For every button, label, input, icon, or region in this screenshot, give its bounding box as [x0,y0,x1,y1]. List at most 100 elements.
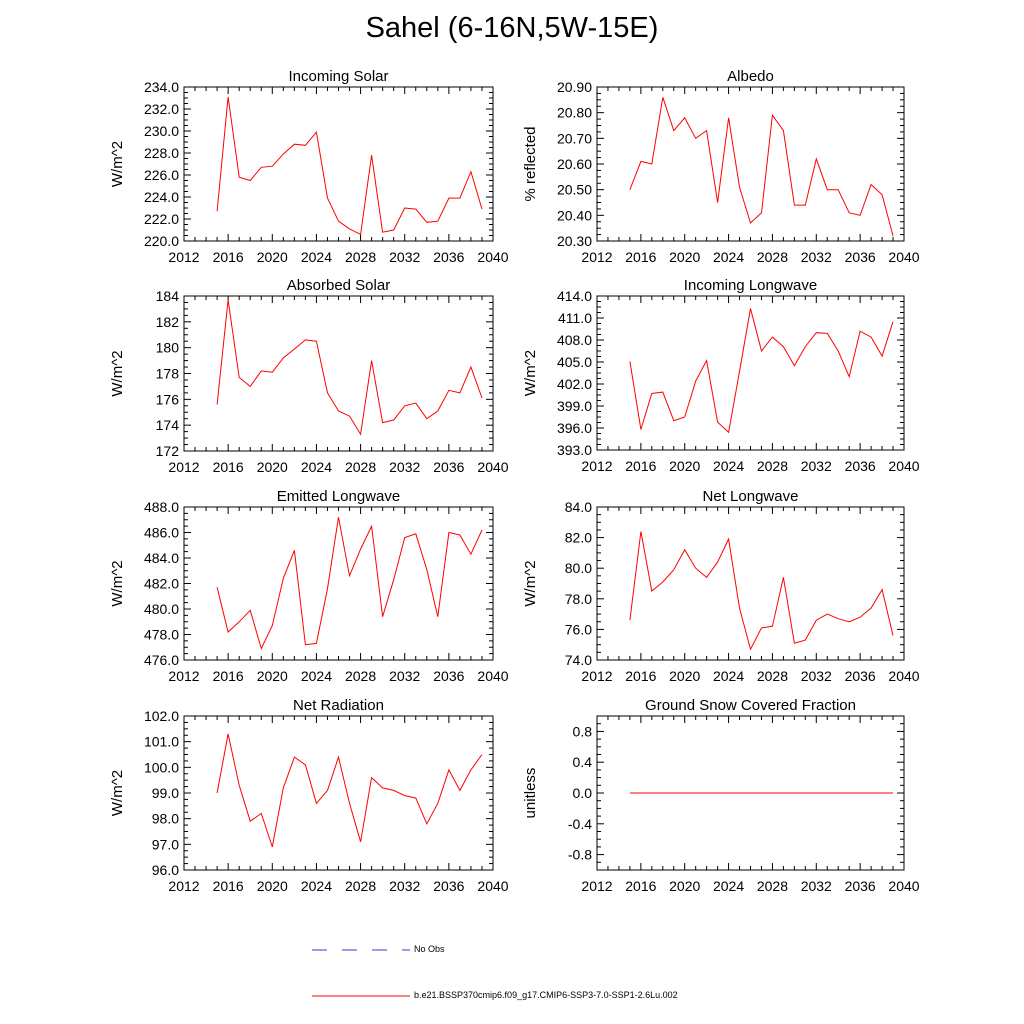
chart-absorbed-solar-ytick-label: 174 [156,417,180,433]
chart-incoming-solar-xtick-label: 2028 [345,249,376,265]
chart-emitted-longwave-ytick-label: 478.0 [144,627,179,643]
chart-net-longwave: Net Longwave W/m^2 2012 2016 2020 2024 2028 203… [522,488,920,684]
chart-absorbed-solar-frame [183,295,494,452]
chart-albedo-series-line [629,97,894,237]
chart-absorbed-solar-series-line [216,299,483,436]
chart-emitted-longwave-xtick-label: 2020 [257,668,288,684]
chart-absorbed-solar-xtick-label: 2012 [168,459,199,475]
chart-absorbed-solar-ytick-label: 184 [156,288,180,304]
chart-incoming-solar-xtick-label: 2016 [213,249,244,265]
chart-net-radiation-ytick-label: 100.0 [144,759,179,775]
chart-net-longwave-xtick-label: 2036 [845,668,876,684]
chart-incoming-solar-xtick-label: 2032 [389,249,420,265]
chart-emitted-longwave-title: Emitted Longwave [277,488,400,505]
chart-emitted-longwave-xtick-label: 2036 [433,668,464,684]
chart-ground-snow-covered-fraction-xtick-label: 2032 [801,878,832,894]
chart-incoming-longwave-xtick-label: 2024 [713,458,744,474]
chart-absorbed-solar-title: Absorbed Solar [287,277,390,294]
chart-incoming-longwave-ytick-label: 399.0 [557,398,592,414]
chart-albedo-frame [596,86,905,242]
chart-ground-snow-covered-fraction-xtick-label: 2012 [581,878,612,894]
chart-albedo-ytick-label: 20.40 [557,207,592,223]
chart-net-longwave-ytick-label: 76.0 [565,621,592,637]
chart-incoming-solar-series-line [216,96,483,236]
chart-incoming-solar-ytick-label: 230.0 [144,123,179,139]
chart-absorbed-solar-xtick-label: 2032 [389,459,420,475]
chart-ground-snow-covered-fraction: Ground Snow Covered Fraction unitless 2012… [522,697,920,894]
chart-albedo-xtick-label: 2036 [845,249,876,265]
chart-incoming-longwave-xtick-label: 2036 [845,458,876,474]
chart-net-longwave-ytick-label: 82.0 [565,530,592,546]
chart-incoming-longwave-xtick-label: 2020 [669,458,700,474]
chart-net-longwave-xtick-label: 2040 [888,668,919,684]
chart-incoming-longwave-xtick-label: 2032 [801,458,832,474]
chart-albedo-title: Albedo [727,68,774,85]
chart-net-radiation: Net Radiation W/m^2 2012 2016 2020 2024 2028 20… [109,697,509,894]
chart-incoming-solar-ytick-label: 224.0 [144,189,179,205]
chart-net-longwave-ytick-label: 80.0 [565,560,592,576]
chart-emitted-longwave-xtick-label: 2012 [168,668,199,684]
chart-ground-snow-covered-fraction-ylabel: unitless [522,768,539,819]
legend-model-label: b.e21.BSSP370cmip6.f09_g17.CMIP6-SSP3-7.… [414,990,678,1000]
chart-net-radiation-title: Net Radiation [293,697,384,714]
chart-ground-snow-covered-fraction-ytick-label: 0.0 [573,785,593,801]
chart-absorbed-solar-xtick-label: 2028 [345,459,376,475]
chart-net-radiation-frame [183,715,494,871]
chart-emitted-longwave-ytick-label: 488.0 [144,499,179,515]
chart-emitted-longwave-series-line [216,517,483,650]
chart-absorbed-solar-xtick-label: 2024 [301,459,332,475]
chart-absorbed-solar-xtick-label: 2036 [433,459,464,475]
chart-emitted-longwave-ytick-label: 482.0 [144,576,179,592]
chart-albedo: Albedo % reflected 2012 2016 2020 2024 2028 203… [522,68,920,265]
chart-net-longwave-xtick-label: 2032 [801,668,832,684]
chart-incoming-solar-ytick-label: 234.0 [144,79,179,95]
chart-net-radiation-ytick-label: 99.0 [152,785,179,801]
chart-net-radiation-ytick-label: 98.0 [152,811,179,827]
chart-incoming-solar-xtick-label: 2020 [257,249,288,265]
chart-absorbed-solar-xtick-label: 2016 [213,459,244,475]
chart-net-radiation-ytick-label: 97.0 [152,836,179,852]
chart-emitted-longwave-xtick-label: 2016 [213,668,244,684]
chart-absorbed-solar: Absorbed Solar W/m^2 2012 2016 2020 2024 2028 2… [109,277,509,475]
chart-emitted-longwave-xtick-label: 2024 [301,668,332,684]
chart-incoming-longwave-ytick-label: 402.0 [557,376,592,392]
chart-incoming-solar-ylabel: W/m^2 [109,141,126,187]
chart-net-longwave-title: Net Longwave [703,488,799,505]
chart-net-radiation-xtick-label: 2016 [213,878,244,894]
chart-albedo-xtick-label: 2032 [801,249,832,265]
legend-obs-label: No Obs [414,944,445,954]
chart-albedo-xtick-label: 2020 [669,249,700,265]
chart-emitted-longwave-ytick-label: 480.0 [144,601,179,617]
chart-incoming-longwave-xtick-label: 2040 [888,458,919,474]
chart-ground-snow-covered-fraction-xtick-label: 2036 [845,878,876,894]
chart-ground-snow-covered-fraction-xtick-label: 2024 [713,878,744,894]
chart-incoming-solar: Incoming Solar W/m^2 2012 2016 2020 2024 2028 2… [109,68,509,265]
chart-incoming-solar-ytick-label: 220.0 [144,233,179,249]
chart-net-longwave-xtick-label: 2020 [669,668,700,684]
chart-incoming-solar-xtick-label: 2036 [433,249,464,265]
chart-ground-snow-covered-fraction-ytick-label: 0.4 [573,754,593,770]
chart-net-radiation-ytick-label: 101.0 [144,734,179,750]
chart-emitted-longwave-ylabel: W/m^2 [109,560,126,606]
chart-emitted-longwave: Emitted Longwave W/m^2 2012 2016 2020 2024 202… [109,488,509,684]
chart-net-longwave-ytick-label: 74.0 [565,652,592,668]
chart-absorbed-solar-ytick-label: 180 [156,340,180,356]
chart-albedo-ylabel: % reflected [522,126,539,201]
chart-ground-snow-covered-fraction-title: Ground Snow Covered Fraction [645,697,856,714]
chart-incoming-longwave-xtick-label: 2028 [757,458,788,474]
chart-absorbed-solar-xtick-label: 2020 [257,459,288,475]
chart-emitted-longwave-ytick-label: 484.0 [144,550,179,566]
chart-emitted-longwave-xtick-label: 2040 [477,668,508,684]
chart-albedo-xtick-label: 2040 [888,249,919,265]
chart-net-radiation-series-line [216,733,483,848]
chart-incoming-solar-xtick-label: 2040 [477,249,508,265]
chart-incoming-longwave-xtick-label: 2016 [625,458,656,474]
chart-ground-snow-covered-fraction-ytick-label: -0.8 [568,847,592,863]
chart-net-radiation-ylabel: W/m^2 [109,770,126,816]
chart-net-radiation-xtick-label: 2040 [477,878,508,894]
chart-incoming-longwave-ytick-label: 414.0 [557,288,592,304]
legend-model-line [312,995,410,997]
chart-net-longwave-xtick-label: 2012 [581,668,612,684]
chart-ground-snow-covered-fraction-xtick-label: 2028 [757,878,788,894]
chart-incoming-longwave-xtick-label: 2012 [581,458,612,474]
